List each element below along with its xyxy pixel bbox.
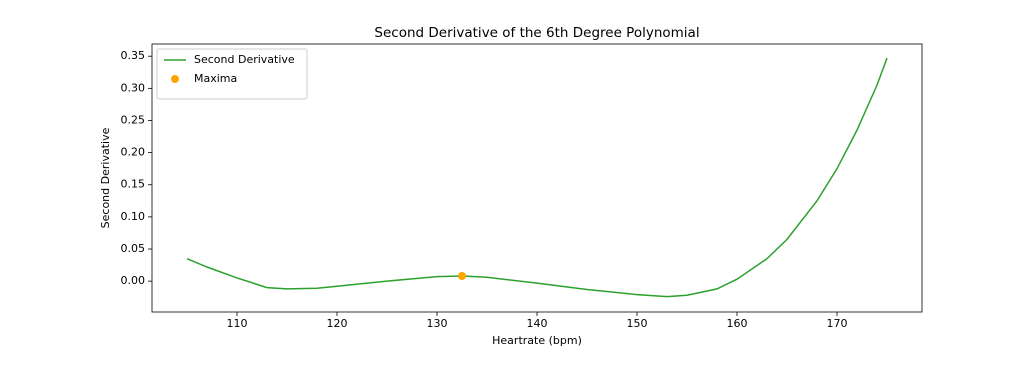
y-tick-label: 0.05 (121, 242, 146, 255)
y-tick-label: 0.30 (121, 81, 146, 94)
y-tick-label: 0.25 (121, 113, 146, 126)
x-axis-label: Heartrate (bpm) (492, 334, 582, 347)
legend-label: Second Derivative (194, 53, 295, 66)
x-tick-label: 130 (427, 317, 448, 330)
line (186, 57, 888, 298)
legend-box (156, 48, 308, 100)
legend-label: Maxima (194, 72, 237, 85)
y-axis-label: Second Derivative (99, 127, 112, 228)
x-tick-label: 170 (827, 317, 848, 330)
y-tick-label: 0.10 (121, 210, 146, 223)
chart-title: Second Derivative of the 6th Degree Poly… (374, 25, 699, 41)
x-tick-label: 110 (227, 317, 248, 330)
y-tick-label: 0.35 (121, 49, 146, 62)
x-tick-label: 150 (627, 317, 648, 330)
x-tick-label: 140 (527, 317, 548, 330)
legend-marker (171, 75, 179, 83)
x-tick-label: 120 (327, 317, 348, 330)
y-tick-label: 0.20 (121, 146, 146, 159)
x-tick-label: 160 (727, 317, 748, 330)
y-tick-label: 0.00 (121, 274, 146, 287)
y-tick-label: 0.15 (121, 178, 146, 191)
point (458, 272, 466, 281)
